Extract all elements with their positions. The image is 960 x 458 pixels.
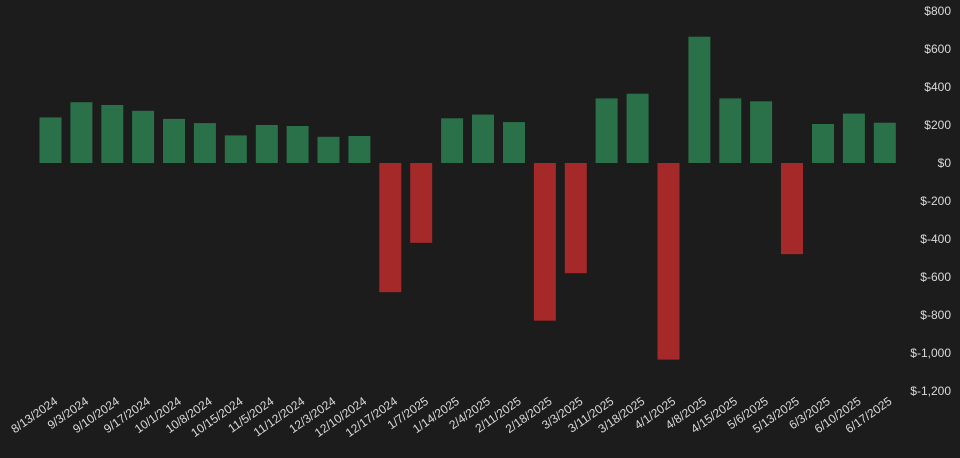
bar-3-3-2025: [564, 163, 587, 274]
bar-6-3-2025: [812, 124, 834, 163]
bar-11-12-2024: [286, 126, 309, 163]
bar-5-13-2025: [781, 163, 803, 255]
y-tick-label: $800: [924, 4, 951, 18]
bar-3-11-2025: [595, 98, 618, 163]
y-tick-label: $-400: [920, 232, 951, 246]
bar-series: [39, 36, 896, 360]
bar-2-11-2025: [503, 122, 525, 163]
bar-12-10-2024: [348, 136, 371, 163]
y-tick-label: $400: [924, 80, 951, 94]
y-tick-label: $600: [924, 42, 951, 56]
y-tick-label: $-200: [920, 194, 951, 208]
y-tick-label: $-1,200: [910, 384, 951, 398]
bar-4-15-2025: [719, 98, 742, 163]
bar-1-14-2025: [441, 118, 464, 163]
bar-1-7-2025: [410, 163, 433, 243]
bar-11-5-2024: [255, 125, 278, 163]
y-tick-label: $-1,000: [910, 346, 951, 360]
y-axis-tick-labels: $800 $600 $400 $200 $0 $-200 $-400 $-600 $-800 $-…: [910, 4, 951, 398]
bar-2-4-2025: [472, 114, 494, 163]
y-tick-label: $0: [938, 156, 952, 170]
y-tick-label: $-800: [920, 308, 951, 322]
bar-6-17-2025: [873, 122, 896, 163]
bar-5-6-2025: [750, 101, 773, 164]
bar-10-8-2024: [193, 123, 216, 163]
bar-9-3-2024: [70, 102, 93, 163]
bar-9-17-2024: [132, 110, 155, 164]
y-tick-label: $200: [924, 118, 951, 132]
bar-3-18-2025: [626, 93, 649, 163]
bar-2-18-2025: [533, 163, 556, 321]
bar-12-3-2024: [317, 136, 340, 163]
bar-4-8-2025: [688, 36, 711, 164]
bar-4-1-2025: [657, 163, 680, 360]
bar-12-17-2024: [379, 163, 402, 293]
bar-8-13-2024: [39, 117, 62, 163]
y-tick-label: $-600: [920, 270, 951, 284]
x-axis-tick-labels: 8/13/20249/3/20249/10/20249/17/202410/1/…: [8, 394, 894, 440]
bar-6-10-2025: [842, 113, 865, 163]
bar-10-15-2024: [224, 135, 247, 163]
bar-9-10-2024: [101, 105, 124, 163]
bar-10-1-2024: [163, 118, 185, 163]
